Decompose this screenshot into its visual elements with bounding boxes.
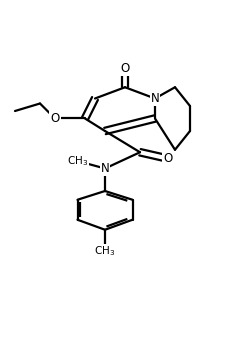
Text: N: N — [100, 162, 110, 175]
Text: CH$_3$: CH$_3$ — [94, 244, 116, 258]
Text: N: N — [150, 92, 160, 105]
Text: CH$_3$: CH$_3$ — [67, 154, 88, 168]
Text: O: O — [120, 62, 130, 75]
Text: O: O — [50, 112, 60, 125]
Text: O: O — [163, 152, 172, 165]
